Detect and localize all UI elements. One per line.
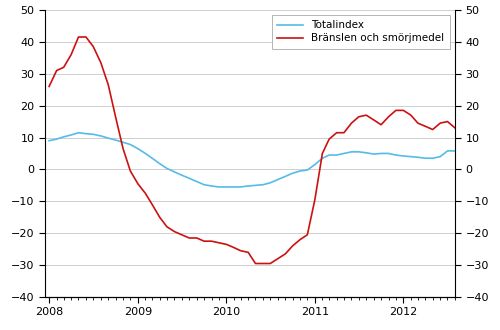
Legend: Totalindex, Bränslen och smörjmedel: Totalindex, Bränslen och smörjmedel <box>272 15 450 49</box>
Line: Bränslen och smörjmedel: Bränslen och smörjmedel <box>49 37 500 263</box>
Line: Totalindex: Totalindex <box>49 133 500 187</box>
